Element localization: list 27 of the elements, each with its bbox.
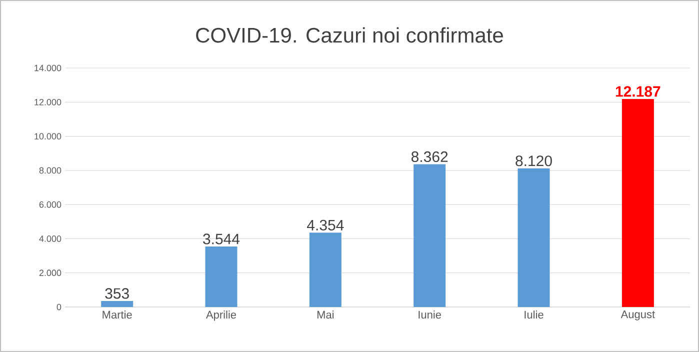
x-tick-label: Iulie xyxy=(524,310,544,319)
bar xyxy=(101,300,134,307)
data-label: 8.120 xyxy=(516,156,552,166)
x-tick-label: August xyxy=(620,310,655,320)
data-label: 8.362 xyxy=(411,151,448,162)
bar xyxy=(414,164,446,307)
bar xyxy=(518,168,550,307)
x-tick-label: Iunie xyxy=(418,310,442,319)
y-tick-label: 0 xyxy=(56,304,62,310)
bar xyxy=(205,246,238,307)
x-tick-label: Mai xyxy=(317,310,334,319)
y-tick-label: 6.000 xyxy=(39,201,62,208)
bar xyxy=(309,232,342,307)
data-label: 3.544 xyxy=(203,234,240,244)
bar xyxy=(622,98,654,307)
y-tick-label: 12.000 xyxy=(34,98,62,106)
y-tick-label: 10.000 xyxy=(34,133,62,140)
chart-title: COVID-19. Cazuri noi confirmate xyxy=(196,27,503,43)
y-tick-label: 8.000 xyxy=(39,167,62,174)
y-tick-label: 2.000 xyxy=(39,270,62,276)
y-tick-label: 14.000 xyxy=(34,64,62,72)
x-tick-label: Martie xyxy=(102,310,132,319)
data-label: 4.354 xyxy=(306,220,344,230)
data-label: 353 xyxy=(105,288,129,299)
x-tick-label: Aprilie xyxy=(206,310,236,321)
data-label: 12.187 xyxy=(616,86,660,97)
y-tick-label: 4.000 xyxy=(39,236,62,242)
